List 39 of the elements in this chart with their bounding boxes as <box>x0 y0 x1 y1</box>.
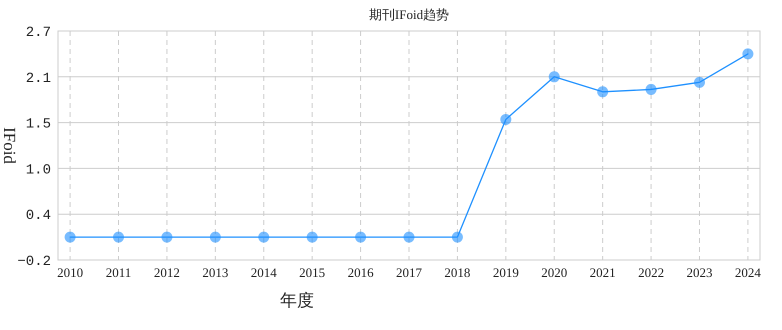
x-tick-label: 2010 <box>57 265 84 280</box>
x-tick-label: 2014 <box>250 265 278 280</box>
x-tick-label: 2016 <box>348 265 374 280</box>
point <box>306 232 318 243</box>
point <box>210 232 221 243</box>
y-tick-label: 2.1 <box>26 70 51 87</box>
point <box>113 232 124 243</box>
point <box>646 84 657 95</box>
chart-title: 期刊IFoid趋势 <box>368 7 450 22</box>
x-tick-label: 2015 <box>299 265 326 280</box>
point <box>500 114 512 125</box>
y-tick-label: 1.5 <box>26 116 51 133</box>
point <box>548 71 560 82</box>
x-tick-label: 2011 <box>106 265 132 280</box>
y-axis-title: IFoid <box>0 127 19 164</box>
y-tick-label: 1.0 <box>26 162 51 178</box>
y-tick-label: 0.4 <box>26 208 51 224</box>
point <box>64 232 76 243</box>
x-tick-label: 2022 <box>638 265 664 280</box>
point <box>258 232 270 243</box>
x-tick-label: 2020 <box>541 265 568 280</box>
point <box>355 232 366 243</box>
y-tick-label: −0.2 <box>17 254 51 270</box>
x-tick-label: 2021 <box>590 265 616 280</box>
x-tick-label: 2019 <box>492 265 519 280</box>
point <box>694 76 705 88</box>
x-tick-label: 2012 <box>154 265 180 280</box>
point <box>597 86 608 98</box>
y-tick-label: 2.7 <box>26 25 51 41</box>
x-tick-label: 2018 <box>444 265 470 280</box>
x-tick-label: 2023 <box>686 265 712 280</box>
point <box>742 48 754 60</box>
point <box>452 232 463 243</box>
x-tick-label: 2017 <box>396 265 422 280</box>
point <box>161 232 172 243</box>
x-tick-label: 2024 <box>734 265 762 280</box>
point <box>404 232 414 243</box>
x-tick-label: 2013 <box>202 265 228 280</box>
x-axis-title: 年度 <box>280 291 314 310</box>
